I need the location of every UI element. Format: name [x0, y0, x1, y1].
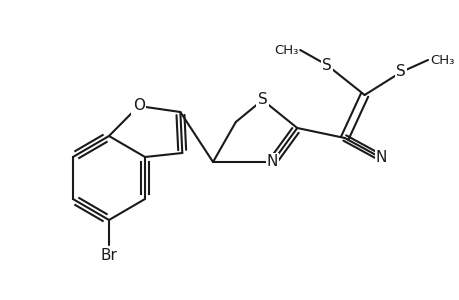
Text: O: O [133, 98, 145, 113]
Text: Br: Br [101, 248, 117, 263]
Text: N: N [375, 151, 386, 166]
Text: CH₃: CH₃ [273, 44, 297, 56]
Text: CH₃: CH₃ [429, 53, 453, 67]
Text: N: N [266, 154, 278, 169]
Text: S: S [257, 92, 267, 107]
Text: S: S [396, 64, 405, 80]
Text: S: S [321, 58, 331, 73]
